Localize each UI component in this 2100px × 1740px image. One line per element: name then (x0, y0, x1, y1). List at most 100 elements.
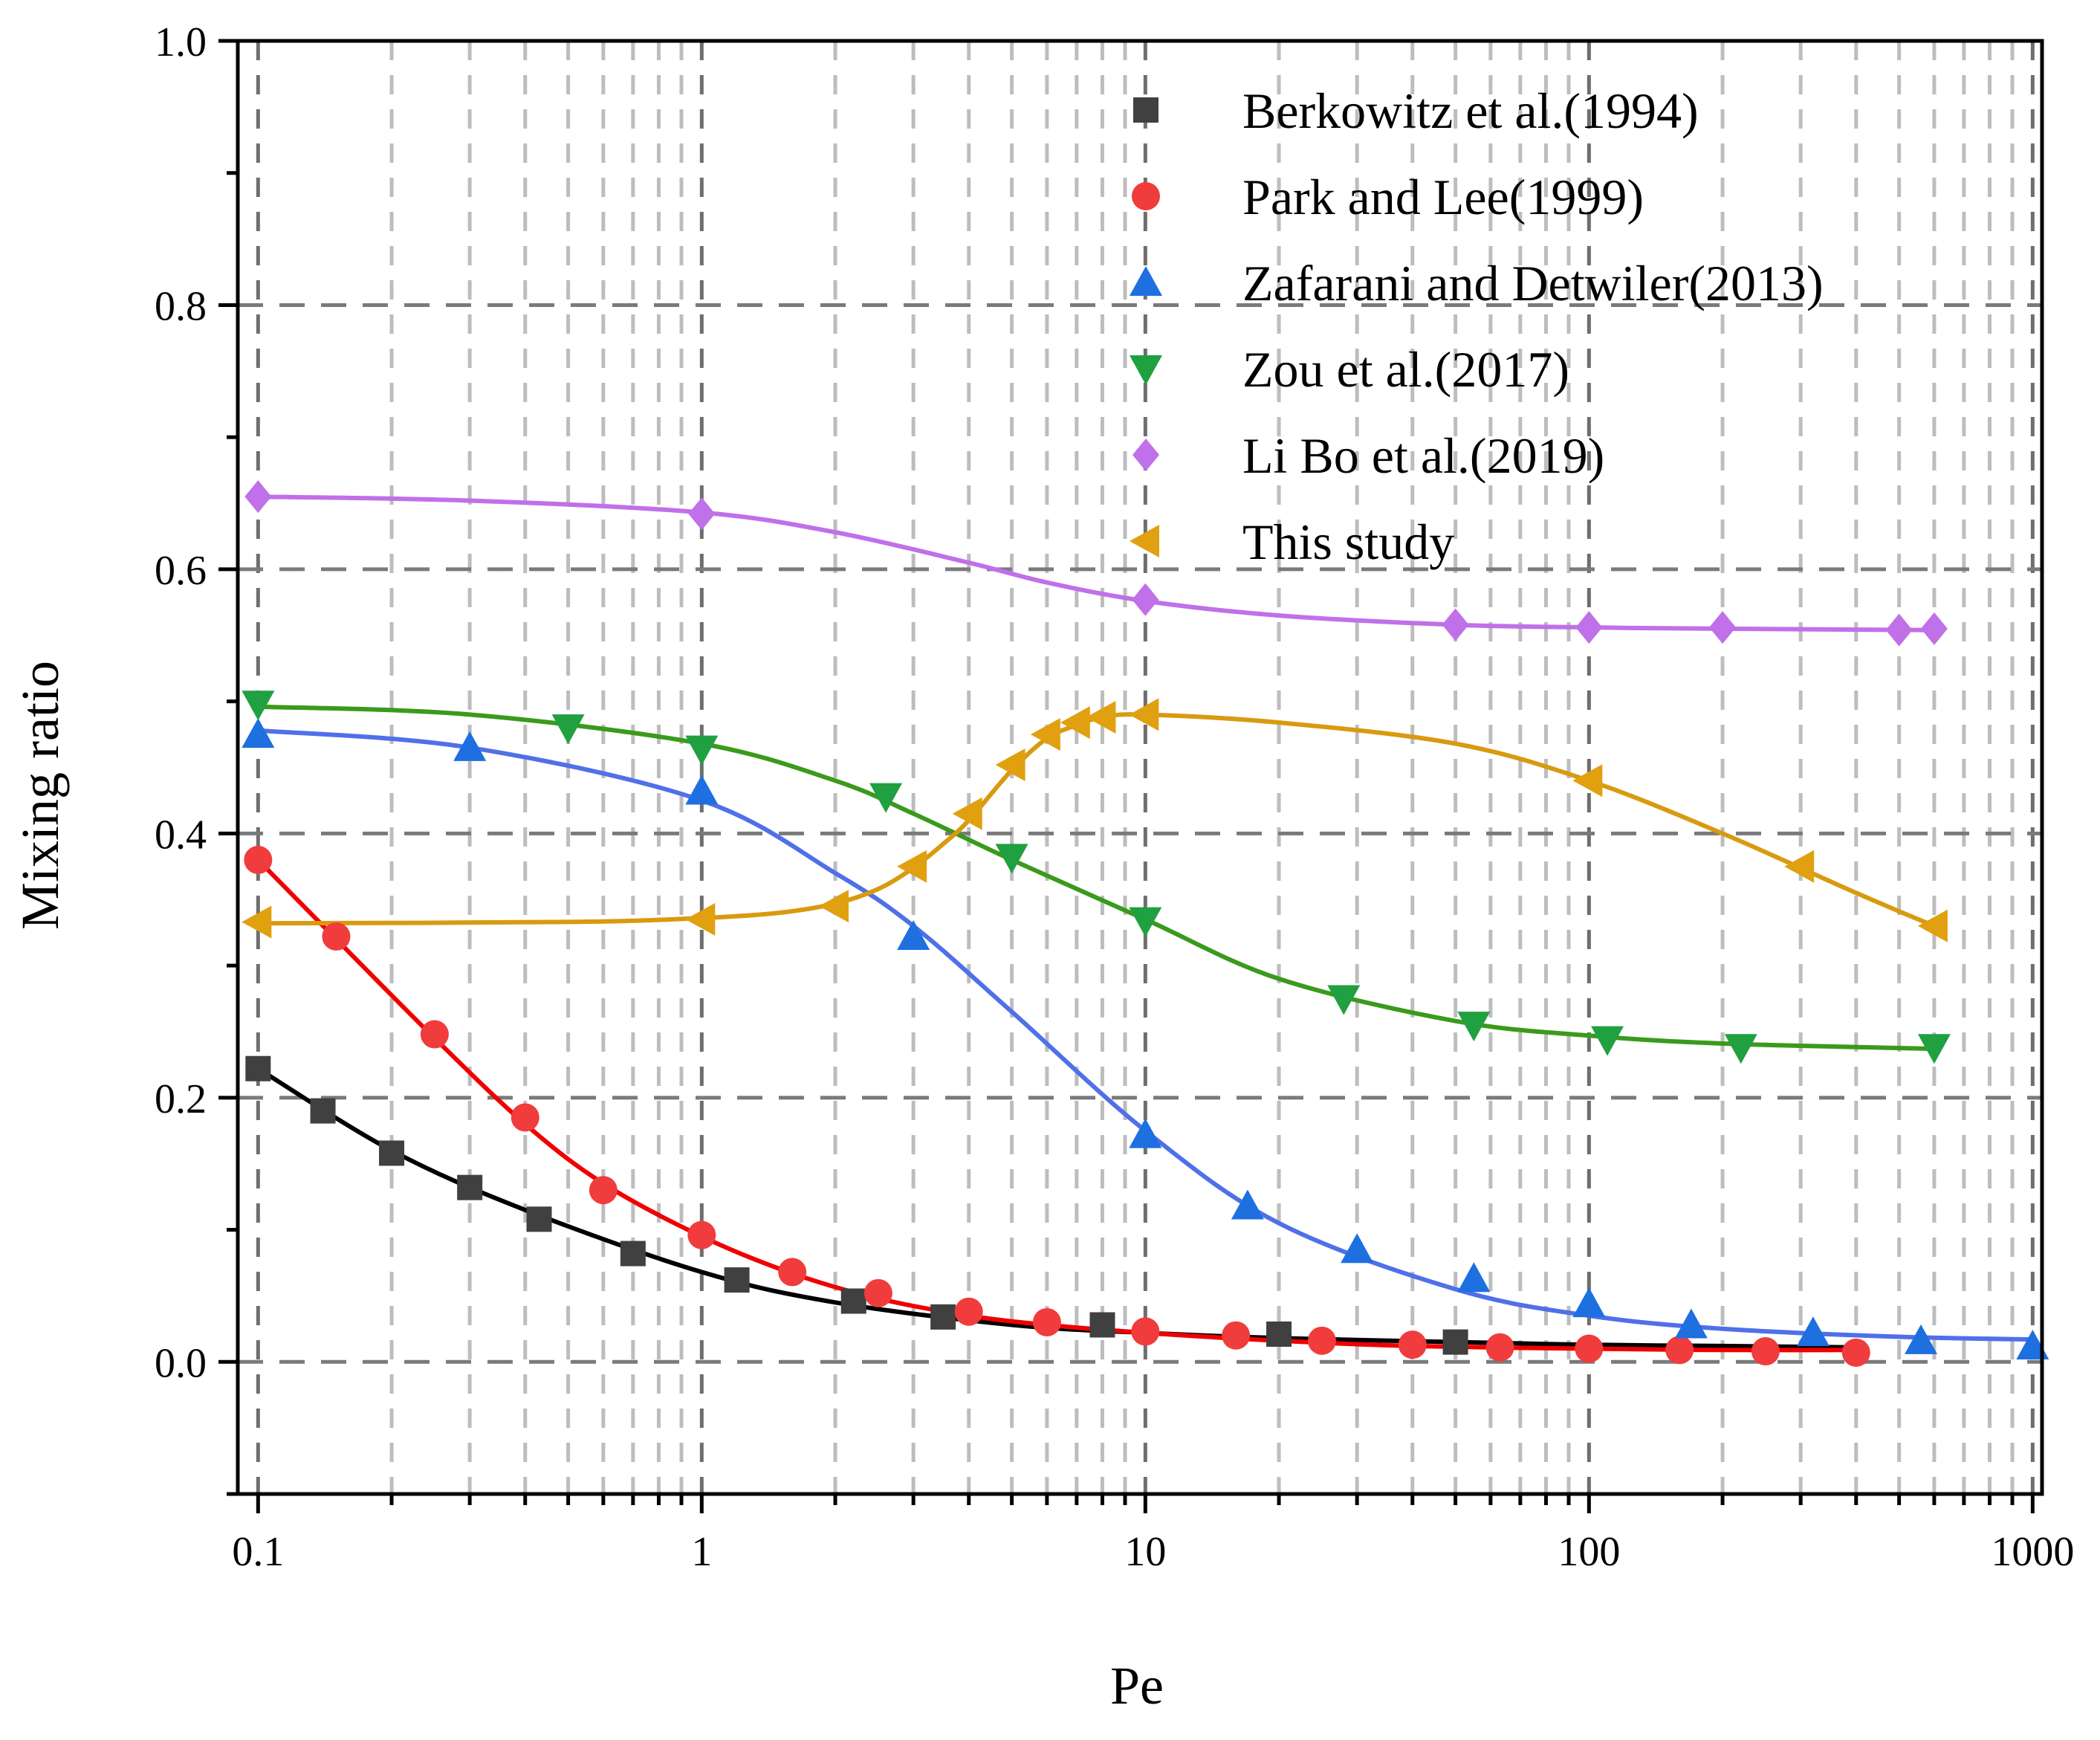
data-point (995, 748, 1025, 781)
data-point (688, 497, 716, 531)
data-point (1129, 698, 1159, 731)
legend-label: Zafarani and Detwiler(2013) (1242, 255, 1824, 311)
data-point (1841, 1338, 1870, 1367)
data-point (242, 690, 275, 721)
data-point (453, 731, 487, 761)
fit-curve-series-6 (256, 712, 1937, 928)
data-point (620, 1241, 646, 1267)
series-4-markers (242, 690, 1951, 1064)
y-tick-label: 0.8 (155, 283, 207, 329)
data-point (1231, 1189, 1264, 1220)
data-point (685, 735, 719, 766)
fit-curve-series-2 (256, 857, 1858, 1353)
data-point (1129, 1118, 1162, 1148)
data-point (1485, 1333, 1514, 1362)
data-point (1724, 1034, 1757, 1064)
y-tick-label: 0.4 (155, 812, 207, 858)
data-point (245, 1055, 271, 1081)
data-point (322, 922, 351, 951)
data-point (1457, 1012, 1491, 1042)
fit-curve-series-4 (256, 704, 1937, 1052)
data-point (1917, 909, 1948, 942)
data-point (1665, 1336, 1694, 1365)
legend-marker (1130, 266, 1162, 296)
x-tick-label: 10 (1124, 1529, 1166, 1575)
data-point (242, 905, 272, 939)
data-point (526, 1206, 552, 1232)
data-point (1591, 1026, 1624, 1056)
data-point (954, 1297, 983, 1326)
data-markers (242, 480, 2049, 1367)
series-1-markers (245, 1055, 1468, 1355)
x-tick-label: 1000 (1991, 1529, 2074, 1575)
series-2-markers (244, 845, 1870, 1367)
data-point (1132, 583, 1159, 616)
data-point (1575, 611, 1603, 644)
data-point (724, 1267, 750, 1293)
fit-curve-series-1 (256, 1066, 1858, 1350)
data-point (1398, 1330, 1427, 1359)
data-point (1089, 1312, 1115, 1338)
series-5-markers (244, 480, 1948, 647)
legend-item-2: Park and Lee(1999) (1132, 169, 1644, 225)
data-point (1032, 1307, 1061, 1336)
data-point (952, 797, 982, 830)
data-point (687, 1220, 716, 1249)
data-point (1341, 1233, 1374, 1264)
data-point (1905, 1324, 1938, 1354)
data-point (1060, 706, 1090, 740)
y-tick-label: 0.0 (155, 1340, 207, 1386)
data-point (685, 774, 719, 805)
data-point (1796, 1316, 1830, 1347)
legend-item-4: Zou et al.(2017) (1130, 341, 1569, 398)
legend: Berkowitz et al.(1994) Park and Lee(1999)… (1130, 83, 1824, 570)
plot-border (236, 39, 2044, 1496)
data-point (778, 1258, 807, 1287)
data-point (1307, 1326, 1336, 1355)
data-point (840, 1288, 866, 1314)
data-point (1572, 1287, 1606, 1318)
y-tick-label: 0.6 (155, 548, 207, 594)
data-point (1086, 700, 1116, 734)
legend-label: Berkowitz et al.(1994) (1242, 83, 1699, 139)
data-point (1457, 1262, 1491, 1293)
data-point (685, 902, 716, 936)
data-point (863, 1278, 892, 1307)
legend-label: Zou et al.(2017) (1242, 341, 1569, 398)
y-tick-label: 0.2 (155, 1076, 207, 1122)
legend-marker (1133, 97, 1158, 123)
legend-label: Park and Lee(1999) (1242, 169, 1644, 225)
data-point (511, 1103, 539, 1132)
data-point (1709, 611, 1737, 644)
data-point (420, 1020, 449, 1049)
legend-label: This study (1242, 514, 1454, 570)
data-point (1920, 612, 1948, 645)
data-point (1327, 985, 1361, 1015)
data-point (1784, 850, 1815, 883)
x-tick-label: 1 (691, 1529, 712, 1575)
legend-marker (1132, 182, 1160, 210)
legend-item-6: This study (1130, 514, 1454, 570)
x-tick-label: 100 (1558, 1529, 1620, 1575)
legend-item-3: Zafarani and Detwiler(2013) (1130, 255, 1824, 311)
x-axis-title: Pe (1110, 1656, 1164, 1715)
data-point (897, 919, 930, 950)
data-point (1266, 1321, 1292, 1347)
data-point (310, 1098, 336, 1124)
data-point (244, 480, 272, 514)
data-point (819, 890, 849, 923)
data-point (1442, 1329, 1468, 1355)
data-point (457, 1174, 483, 1200)
data-point (1222, 1321, 1251, 1350)
data-point (1917, 1034, 1951, 1064)
tick-labels: 0.1 1 10 100 1000 0.0 0.2 0.4 0.6 0.8 1.0 (155, 19, 2074, 1575)
data-point (1885, 613, 1913, 647)
y-axis-title: Mixing ratio (10, 661, 70, 930)
fit-curve-series-5 (256, 494, 1937, 633)
data-point (1572, 764, 1603, 798)
data-point (995, 844, 1028, 874)
axis-ticks (218, 39, 2035, 1513)
data-point (1674, 1308, 1708, 1339)
data-point (379, 1140, 405, 1166)
